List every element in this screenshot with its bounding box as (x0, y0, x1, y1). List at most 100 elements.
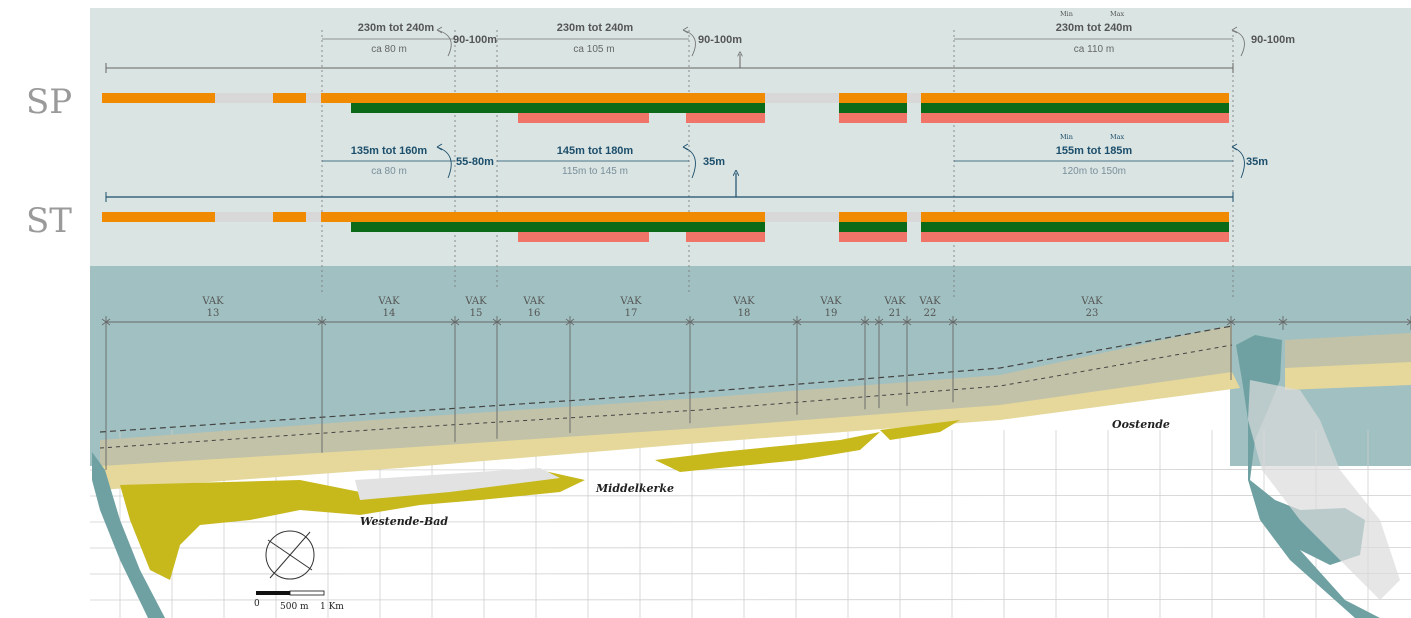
st-top-segment (321, 212, 765, 222)
sp-ann-2-sub: ca 105 m (573, 44, 614, 55)
sp-ann-1-main: 230m tot 240m (358, 22, 435, 34)
beach-band (100, 372, 1240, 490)
vak-number: 13 (207, 308, 220, 319)
vak-arrow-icon (101, 318, 111, 326)
sp-ann-2-main: 230m tot 240m (557, 22, 634, 34)
beach-band-east (1285, 360, 1411, 390)
guide-lines (321, 30, 1234, 300)
vak-arrow-icon (317, 318, 327, 326)
scale-end: 1 Km (320, 602, 344, 612)
vak-number: 22 (924, 308, 937, 319)
st-top-segment (273, 212, 306, 222)
sp-salmon-segment (839, 113, 907, 123)
north-arrow-icon (265, 530, 315, 580)
sp-top-segment (907, 93, 921, 103)
st-salmon-segment (518, 232, 649, 242)
place-middelkerke: Middelkerke (595, 482, 674, 495)
st-annotations: Min Max 135m tot 160m ca 80 m 55-80m 145… (322, 133, 1268, 179)
dune-zone-middle (655, 432, 880, 472)
sp-top-segment (765, 93, 839, 103)
vak-arrow-icon (685, 318, 695, 326)
st-ann-1-sub: ca 80 m (371, 166, 407, 177)
dune-line (99, 325, 1233, 433)
st-turn-1-icon (436, 146, 452, 179)
sp-ann-1-sub: ca 80 m (371, 44, 407, 55)
st-top-segment (839, 212, 907, 222)
vak-sections: VAK13VAK14VAK15VAK16VAK17VAK18VAK19VAK21… (101, 296, 1411, 470)
sp-top-segment (215, 93, 273, 103)
sp-green-segment (921, 103, 1229, 113)
sp-ann-3-turn: 90-100m (1251, 34, 1295, 46)
vak-word: VAK (819, 296, 842, 307)
sp-top-segment (306, 93, 321, 103)
harbour-land (1248, 380, 1400, 600)
sp-turn-2-icon (682, 29, 696, 57)
vak-number: 17 (625, 308, 638, 319)
vak-number: 23 (1086, 308, 1099, 319)
sp-turn-1-icon (436, 29, 452, 57)
st-min-tag: Min (1060, 133, 1073, 141)
sp-turn-3-icon (1231, 29, 1245, 57)
sp-ann-3-sub: ca 110 m (1074, 44, 1114, 55)
foreshore-band (100, 325, 1232, 480)
vak-arrow-icon (902, 318, 912, 326)
vak-number: 14 (383, 308, 396, 319)
sp-max-tag: Max (1110, 10, 1125, 18)
st-green-segment (351, 222, 765, 232)
dune-zone-east (880, 420, 960, 440)
vak-arrow-icon (792, 318, 802, 326)
st-green-segment (839, 222, 907, 232)
st-top-segment (921, 212, 1229, 222)
st-top-segment (907, 212, 921, 222)
vak-arrow-icon (565, 318, 575, 326)
vak-arrow-icon (450, 318, 460, 326)
vak-word: VAK (464, 296, 487, 307)
sp-green-segment (351, 103, 765, 113)
st-ann-1-turn: 55-80m (456, 156, 494, 168)
st-profile (102, 173, 1234, 242)
st-top-segment (215, 212, 273, 222)
row-label-sp: SP (26, 82, 72, 122)
vak-arrow-icon (1278, 318, 1288, 326)
st-green-segment (921, 222, 1229, 232)
st-top-segment (306, 212, 321, 222)
vak-arrow-icon (1226, 318, 1236, 326)
st-salmon-segment (921, 232, 1229, 242)
vak-word: VAK (619, 296, 642, 307)
scale-mid: 500 m (280, 602, 309, 612)
vak-arrow-icon (874, 318, 884, 326)
st-top-segment (765, 212, 839, 222)
sp-min-tag: Min (1060, 10, 1073, 18)
sp-ann-1-turn: 90-100m (453, 34, 497, 46)
st-ann-2-main: 145m tot 180m (557, 145, 634, 157)
vak-arrow-icon (948, 318, 958, 326)
sp-green-segment (839, 103, 907, 113)
vak-word: VAK (377, 296, 400, 307)
vak-arrow-icon (492, 318, 502, 326)
sp-top-segment (921, 93, 1229, 103)
vak-word: VAK (1080, 296, 1103, 307)
st-ann-1-main: 135m tot 160m (351, 145, 428, 157)
st-ann-3-sub: 120m to 150m (1062, 166, 1126, 177)
vak-word: VAK (883, 296, 906, 307)
sp-profile (102, 54, 1234, 123)
grid-line (89, 547, 1411, 549)
st-ann-2-sub: 115m to 145 m (562, 166, 628, 177)
sp-salmon-segment (686, 113, 765, 123)
sp-annotations: Min Max 230m tot 240m ca 80 m 90-100m 23… (322, 10, 1295, 57)
scale-zero: 0 (254, 599, 260, 609)
dune-line-2 (99, 344, 1233, 449)
vak-number: 16 (528, 308, 541, 319)
st-top-segment (102, 212, 215, 222)
land-area (90, 372, 1230, 618)
dune-zone-west (120, 470, 585, 580)
sp-top-segment (839, 93, 907, 103)
st-max-tag: Max (1110, 133, 1125, 141)
grid-line (89, 573, 1411, 575)
st-ann-2-turn: 35m (703, 156, 725, 168)
vak-word: VAK (918, 296, 941, 307)
sp-salmon-segment (921, 113, 1229, 123)
sp-ann-2-turn: 90-100m (698, 34, 742, 46)
row-label-st: ST (26, 201, 72, 241)
